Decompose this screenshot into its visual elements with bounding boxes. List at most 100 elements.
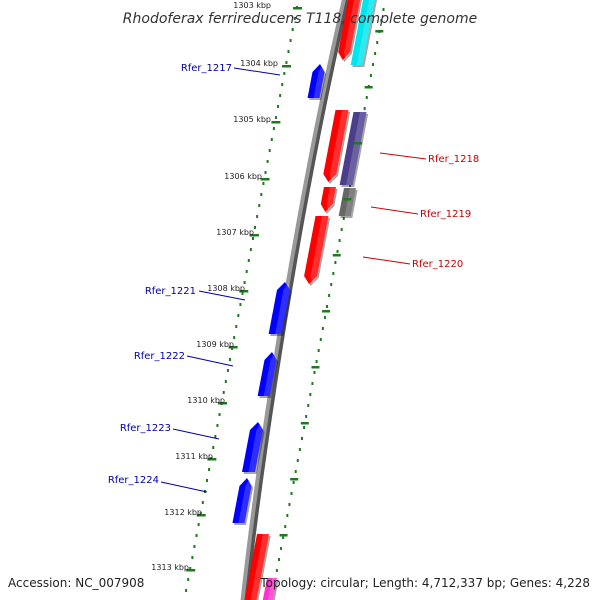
outer-ring-dot — [332, 272, 335, 275]
outer-ring-dot — [286, 514, 289, 517]
magenta-feature-glyph-body — [262, 578, 277, 600]
outer-ring-dot — [309, 393, 312, 396]
gene-leader-line — [370, 206, 419, 215]
minor-tick — [354, 142, 363, 145]
inner-ring-dot — [270, 138, 273, 141]
gene-label-rfer-1218: Rfer_1218 — [428, 154, 479, 165]
tick-label: 1303 kbp — [233, 1, 271, 10]
major-tick — [196, 514, 206, 517]
tick-label: 1305 kbp — [233, 115, 271, 124]
inner-ring-dot — [291, 28, 294, 31]
major-tick — [271, 121, 281, 124]
inner-ring-dot — [222, 391, 225, 394]
outer-ring-dot — [323, 316, 326, 319]
minor-tick — [375, 30, 384, 33]
outer-ring-dot — [294, 470, 297, 473]
tick-label: 1313 kbp — [151, 563, 189, 572]
inner-ring-dot — [285, 61, 288, 64]
gene-glyph-forward-highlight — [344, 0, 361, 60]
inner-ring-dot — [205, 479, 208, 482]
major-tick — [239, 290, 249, 293]
gene-glyph-rfer-1221-body — [268, 282, 290, 334]
gene-glyph-forward-body — [338, 0, 361, 60]
inner-ring-dot — [251, 237, 254, 240]
inner-ring-dot — [239, 303, 242, 306]
outer-ring-dot — [282, 536, 285, 539]
gene-glyph-forward-bottom-highlight — [250, 534, 269, 600]
outer-ring-dot — [315, 360, 318, 363]
gray-feature-glyph-body — [338, 188, 356, 216]
magenta-feature-glyph-highlight — [267, 578, 277, 600]
inner-ring-dot — [243, 281, 246, 284]
inner-ring-dot — [193, 545, 196, 548]
minor-tick — [332, 254, 341, 257]
tick-label: 1304 kbp — [240, 59, 278, 68]
outer-ring-dot — [372, 63, 375, 66]
inner-ring-dot — [201, 501, 204, 504]
inner-ring-dot — [283, 72, 286, 75]
inner-ring-dot — [245, 270, 248, 273]
outer-ring-dot — [336, 250, 339, 253]
gene-leader-line — [160, 481, 208, 493]
outer-ring-dot — [296, 459, 299, 462]
tick-marks — [186, 7, 384, 572]
inner-ring-dot — [191, 556, 194, 559]
inner-ring-dot — [274, 116, 277, 119]
gene-glyph-rfer-1220-highlight — [310, 216, 329, 284]
inner-ring-dot — [258, 204, 261, 207]
outer-ring-dot — [311, 382, 314, 385]
minor-tick — [322, 310, 331, 313]
inner-ring-dot — [187, 578, 190, 581]
accession-label: Accession: NC_007908 — [8, 576, 144, 590]
inner-ring-dot — [264, 171, 267, 174]
gene-glyph-rfer-1218-body — [323, 110, 349, 182]
gene-glyph-forward-bottom — [244, 534, 271, 600]
tick-label: 1312 kbp — [164, 508, 202, 517]
inner-ring-dot — [266, 160, 269, 163]
gene-glyph-rfer-1217-highlight — [313, 64, 325, 98]
gene-glyph-forward — [338, 0, 363, 62]
inner-ring-dot — [185, 589, 188, 592]
gene-label-rfer-1221: Rfer_1221 — [145, 286, 196, 297]
gene-leader-line — [172, 428, 220, 440]
inner-ring-dot — [233, 336, 236, 339]
gene-leader-line — [186, 355, 234, 367]
major-tick — [260, 178, 270, 181]
gene-label-rfer-1224: Rfer_1224 — [108, 475, 159, 486]
minor-tick — [364, 86, 373, 89]
inner-ring-dot — [216, 424, 219, 427]
inner-ring-dot — [260, 193, 263, 196]
gene-leader-line — [198, 290, 246, 301]
gene-glyph-rfer-1219-body — [320, 187, 336, 212]
gene-glyph-rfer-1223-body — [242, 422, 263, 472]
outer-ring-dot — [298, 448, 301, 451]
major-tick — [186, 569, 196, 572]
gene-glyph-rfer-1218 — [323, 110, 351, 184]
outer-ring-dot — [313, 371, 316, 374]
inner-ring-dot — [228, 358, 231, 361]
inner-ring-dot — [189, 567, 192, 570]
purple-feature-glyph-body — [339, 112, 367, 185]
map-title: Rhodoferax ferrireducens T118, complete … — [123, 11, 477, 27]
inner-ring-dot — [256, 215, 259, 218]
outer-ring-dot — [338, 239, 341, 242]
inner-ring-dot — [293, 17, 296, 20]
inner-ring-dot — [272, 127, 275, 130]
feature-tracks — [232, 0, 378, 600]
outer-ring-dot — [317, 349, 320, 352]
outer-ring-dot — [330, 283, 333, 286]
inner-ring-dot — [195, 534, 198, 537]
inner-ring-dot — [254, 226, 257, 229]
outer-ring-dot — [319, 338, 322, 341]
inner-ring-dot — [208, 468, 211, 471]
outer-ring-dot — [328, 294, 331, 297]
outer-ring-dot — [363, 107, 366, 110]
outer-ring-dot — [307, 404, 310, 407]
major-tick — [228, 346, 238, 349]
outer-ring-dot — [280, 547, 283, 550]
gene-label-rfer-1219: Rfer_1219 — [420, 209, 471, 220]
cyan-feature-glyph-highlight — [356, 0, 376, 65]
tick-label: 1307 kbp — [216, 228, 254, 237]
tick-label: 1308 kbp — [207, 284, 245, 293]
purple-feature-glyph-highlight — [346, 112, 367, 185]
